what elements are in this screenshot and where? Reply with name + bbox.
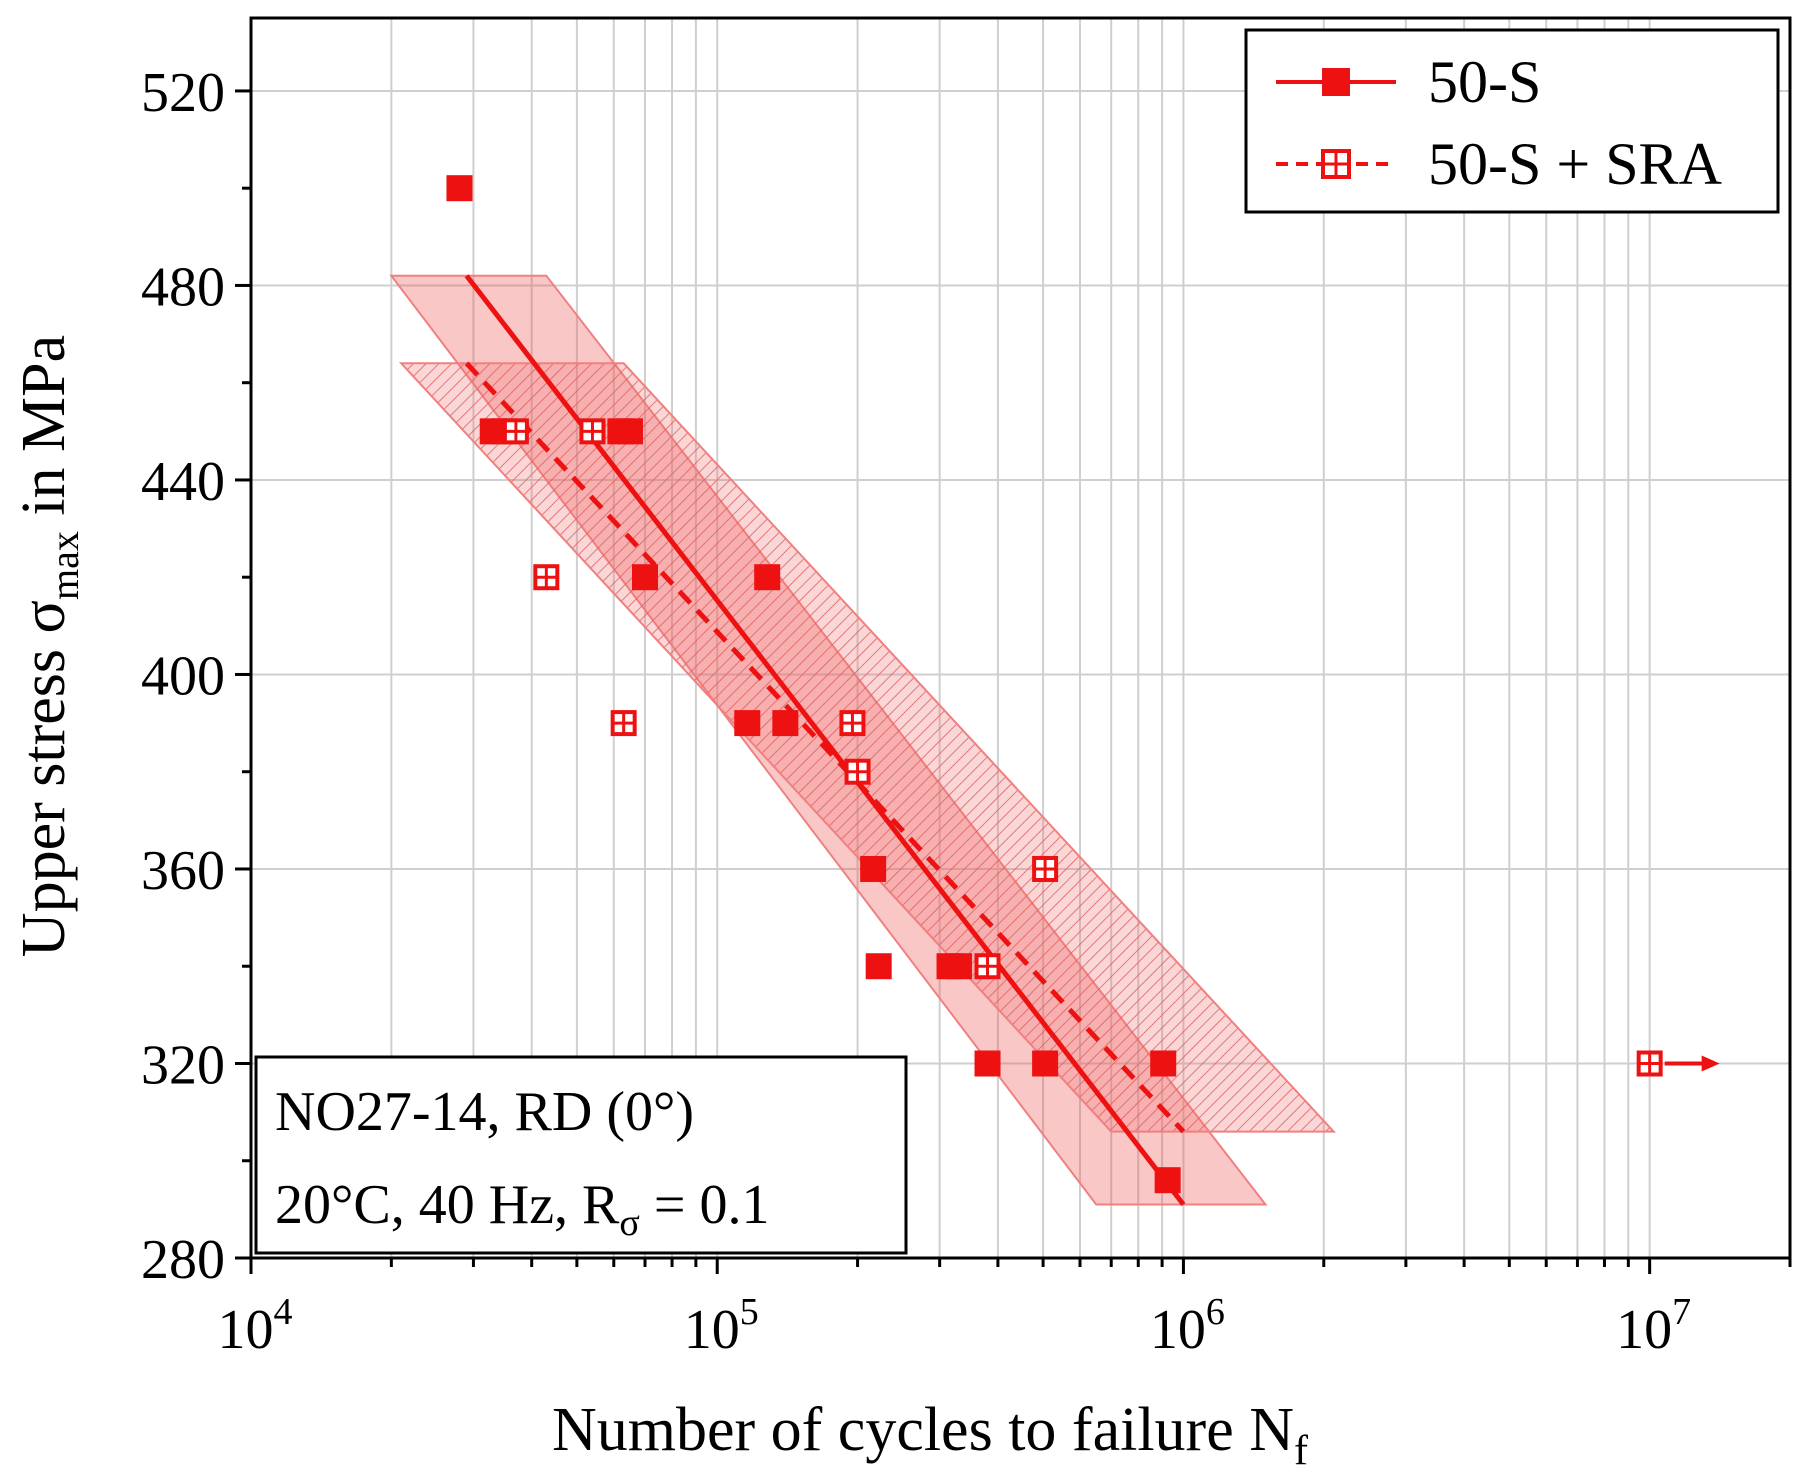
x-tick-label: 105 (684, 1291, 759, 1361)
data-point-50-s (945, 953, 972, 980)
y-tick-label: 440 (141, 451, 225, 513)
legend-box (1244, 28, 1780, 214)
scatter-bands (389, 274, 1336, 1206)
y-tick-label: 480 (141, 256, 225, 318)
y-tick-label: 320 (141, 1034, 225, 1096)
data-point-50-s (734, 710, 761, 737)
data-point-50-s (754, 564, 781, 591)
x-tick-label: 104 (218, 1291, 293, 1361)
y-tick-label: 360 (141, 840, 225, 902)
x-tick-label: 107 (1616, 1291, 1691, 1361)
y-tick-label: 280 (141, 1229, 225, 1291)
data-point-50-s-sra (844, 758, 871, 785)
x-axis-title: Number of cycles to failure Nf (552, 1396, 1308, 1474)
fit-line-50-s-sra (464, 361, 1186, 1134)
data-point-50-s (860, 855, 887, 882)
annotation-box (254, 1055, 908, 1255)
axis-ticks (235, 89, 1792, 1274)
legend-label-50-s: 50-S (1428, 49, 1541, 115)
data-point-50-s (974, 1050, 1001, 1077)
axis-tick-labels: 280 320 360 400 440 480 520 104 105 106 107 (141, 62, 1691, 1361)
data-point-50-s-sra (1032, 855, 1059, 882)
runout-arrow-head (1701, 1055, 1720, 1072)
annotation-conditions-line: 20°C, 40 Hz, Rσ = 0.1 (275, 1174, 769, 1244)
data-points (446, 175, 1720, 1194)
plot-frame (249, 16, 1792, 1260)
annotation-material-line: NO27-14, RD (0°) (275, 1081, 694, 1143)
data-point-50-s (772, 710, 799, 737)
x-tick-label: 106 (1150, 1291, 1225, 1361)
data-point-50-s-sra (974, 953, 1001, 980)
y-tick-label: 400 (141, 645, 225, 707)
legend: 50-S 50-S + SRA (1244, 28, 1780, 214)
test-conditions-annotation: NO27-14, RD (0°) 20°C, 40 Hz, Rσ = 0.1 (254, 1055, 908, 1255)
data-point-50-s (1032, 1050, 1059, 1077)
data-point-50-s (616, 418, 643, 445)
data-point-50-s-sra (839, 710, 866, 737)
data-point-50-s (1154, 1167, 1181, 1194)
y-axis-title: Upper stress σmax in MPa (10, 335, 87, 957)
scatter-band-50-s-sra (398, 362, 1336, 1133)
legend-entry-50-s-sra: 50-S + SRA (1276, 131, 1722, 197)
data-point-50-s (632, 564, 658, 591)
data-point-50-s-sra (502, 418, 529, 445)
legend-marker-filled-square (1322, 68, 1350, 96)
data-point-50-s (865, 953, 892, 980)
data-point-50-s-sra (533, 564, 560, 591)
data-point-50-s-sra-runout (1636, 1050, 1720, 1077)
legend-entry-50-s: 50-S (1276, 49, 1541, 115)
data-point-50-s (1150, 1050, 1177, 1077)
y-tick-label: 520 (141, 62, 225, 124)
data-point-50-s (446, 175, 473, 202)
data-point-50-s-sra (579, 418, 606, 445)
legend-marker-hollow-square (1321, 149, 1351, 179)
legend-label-50-s-sra: 50-S + SRA (1428, 131, 1722, 197)
data-point-50-s-sra (610, 710, 637, 737)
